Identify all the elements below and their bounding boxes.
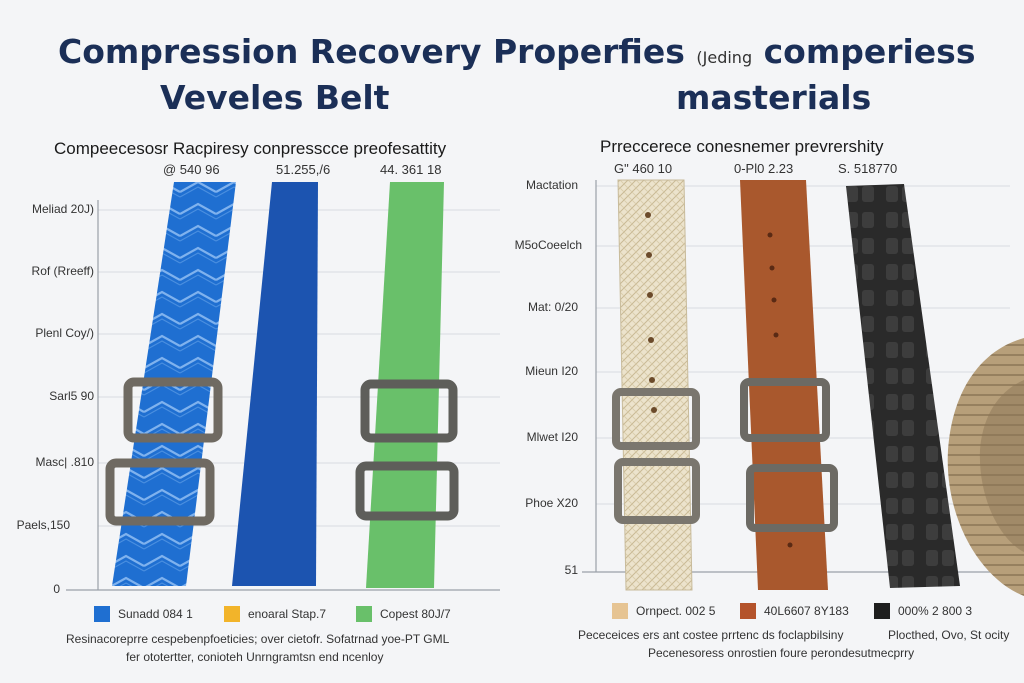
left-header-value-1: @ 540 96 <box>163 162 220 177</box>
left-y-tick-label: Meliad 20J) <box>31 202 94 216</box>
left-bars <box>105 182 459 588</box>
legend-label: Copest 80J/7 <box>380 607 451 621</box>
legend-label: Ornpect. 002 5 <box>636 604 716 618</box>
right-y-tick-label: 51 <box>564 563 578 577</box>
legend-swatch <box>740 603 756 619</box>
left-y-tick-label: Sarl5 90 <box>49 389 94 403</box>
right-y-tick-label: Mactation <box>525 178 578 192</box>
title-main-text: Compression Recovery Properfies <box>58 32 685 71</box>
left-header-value-3: 44. 361 18 <box>380 162 442 177</box>
left-y-tick-label: Masc| .810 <box>35 455 94 469</box>
left-header-value-2: 51.255,/6 <box>276 162 331 177</box>
right-bars <box>612 179 1024 596</box>
left-note-line-1: Resinacoreprre cespebenpfoeticies; over … <box>66 632 450 646</box>
legend-item: 000% 2 800 3 <box>874 603 972 619</box>
right-header-value-2: 0-Pl0 2.23 <box>734 161 794 176</box>
bar-blue-plain <box>232 182 318 586</box>
legend-label: 000% 2 800 3 <box>898 604 973 618</box>
bar-canvas <box>617 179 693 591</box>
right-y-tick-label: Mlwet I20 <box>526 430 578 444</box>
legend-swatch <box>874 603 890 619</box>
legend-swatch <box>356 606 372 622</box>
right-chart-subtitle: Prreccerece conesnemer prevrershity <box>600 137 884 156</box>
right-note-line-1: Pececeices ers ant costee prrtenc ds foc… <box>578 628 844 642</box>
title-line-2-left: Veveles Belt <box>160 78 390 117</box>
right-note-line-2: Plocthed, Ovo, St ocity <box>888 628 1010 642</box>
canvas-holes <box>645 212 657 413</box>
leather-holes <box>767 232 793 548</box>
legend-swatch <box>94 606 110 622</box>
legend-item: Ornpect. 002 5 <box>612 603 715 619</box>
right-y-tick-label: Mat: 0/20 <box>527 300 578 314</box>
legend-label: enoaral Stap.7 <box>248 607 327 621</box>
legend-swatch <box>612 603 628 619</box>
legend-item: Copest 80J/7 <box>356 606 451 622</box>
right-y-tick-label: M5oCoeelch <box>514 238 582 252</box>
left-y-tick-label: Plenl Coy/) <box>35 326 94 340</box>
buckle-icon <box>612 378 838 532</box>
left-y-tick-label: Rof (Rreeff) <box>31 264 94 278</box>
title-small-text: (Jeding <box>696 48 753 67</box>
legend-swatch <box>224 606 240 622</box>
right-header-value-1: G" 460 10 <box>614 161 673 176</box>
right-note-line-3: Pecenesoress onrostien foure perondesutm… <box>648 646 915 660</box>
legend-item: enoaral Stap.7 <box>224 606 326 622</box>
buckle-icon <box>105 377 459 526</box>
title-end-text: comperiess <box>763 32 976 71</box>
legend-item: Sunadd 084 1 <box>94 606 193 622</box>
left-chart-subtitle: Compeecesosr Racpiresy conpresscce preof… <box>54 139 447 158</box>
right-y-tick-label: Phoe X20 <box>525 496 578 510</box>
legend-label: Sunadd 084 1 <box>118 607 193 621</box>
left-y-tick-label: 0 <box>53 582 60 596</box>
right-header-value-3: S. 518770 <box>838 161 898 176</box>
left-y-tick-label: Paels,150 <box>16 518 70 532</box>
left-note-line-2: fer ototertter, conioteh Unrngramtsn end… <box>126 650 384 664</box>
legend-item: 40L6607 8Y183 <box>740 603 849 619</box>
right-y-tick-label: Mieun I20 <box>525 364 578 378</box>
title-line-1: Compression Recovery Properfies (Jeding … <box>58 28 975 82</box>
bar-black <box>846 184 960 588</box>
legend-label: 40L6607 8Y183 <box>764 604 849 618</box>
title-line-2-right: masterials <box>676 78 872 117</box>
